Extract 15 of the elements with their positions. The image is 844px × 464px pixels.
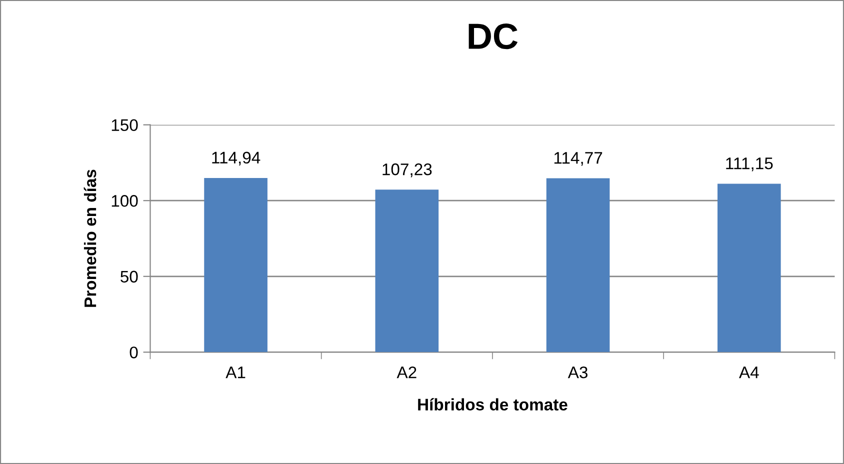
data-label: 111,15	[726, 158, 773, 172]
x-tick-label: A1	[226, 366, 246, 378]
y-tick-label: 150	[112, 119, 138, 132]
x-tick-label: A2	[396, 366, 416, 378]
x-axis-title: Híbridos de tomate	[418, 398, 568, 411]
x-tick-label: A4	[738, 366, 759, 378]
y-axis-title: Promedio en días	[84, 170, 96, 307]
chart-title: DC	[468, 24, 518, 50]
data-label: 114,77	[554, 152, 602, 166]
data-label: 107,23	[382, 163, 432, 178]
y-tick-label: 50	[120, 270, 138, 283]
y-tick-label: 0	[130, 346, 138, 358]
x-tick-label: A3	[568, 366, 588, 378]
data-label: 114,94	[212, 152, 260, 166]
y-tick-label: 100	[112, 195, 138, 207]
